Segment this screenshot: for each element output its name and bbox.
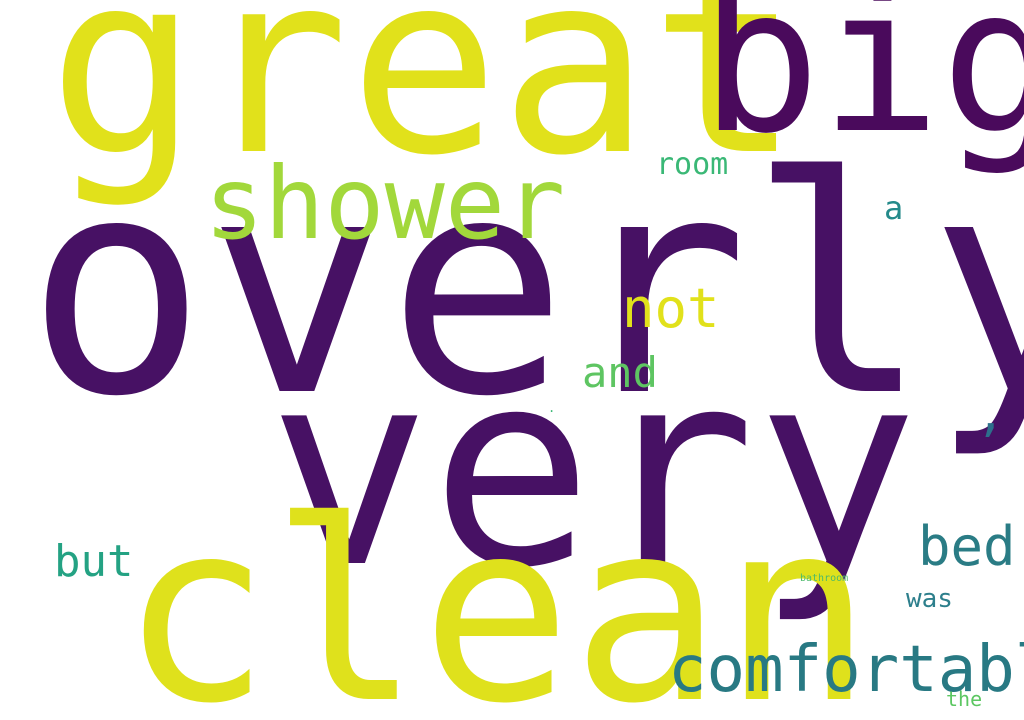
word-was: was [906, 584, 953, 614]
word-bathroom: bathroom [800, 573, 849, 584]
word-great: great [48, 0, 801, 210]
word-dot: . [548, 401, 556, 415]
word-but: but [54, 536, 134, 587]
word-comfortable: comfortable [668, 633, 1024, 707]
word-clean: clean [120, 467, 873, 720]
word-shower: shower [204, 145, 566, 262]
word-room: room [656, 147, 729, 182]
word-overly: overly [26, 113, 1024, 462]
word-big: big [700, 0, 1024, 178]
word-comma: , [976, 386, 1005, 442]
word-very: very [268, 312, 919, 627]
word-and: and [582, 348, 658, 397]
word-bed: bed [918, 515, 1016, 578]
word-not: not [622, 277, 720, 340]
word-the: the [946, 687, 983, 711]
word-a: a [884, 189, 904, 227]
